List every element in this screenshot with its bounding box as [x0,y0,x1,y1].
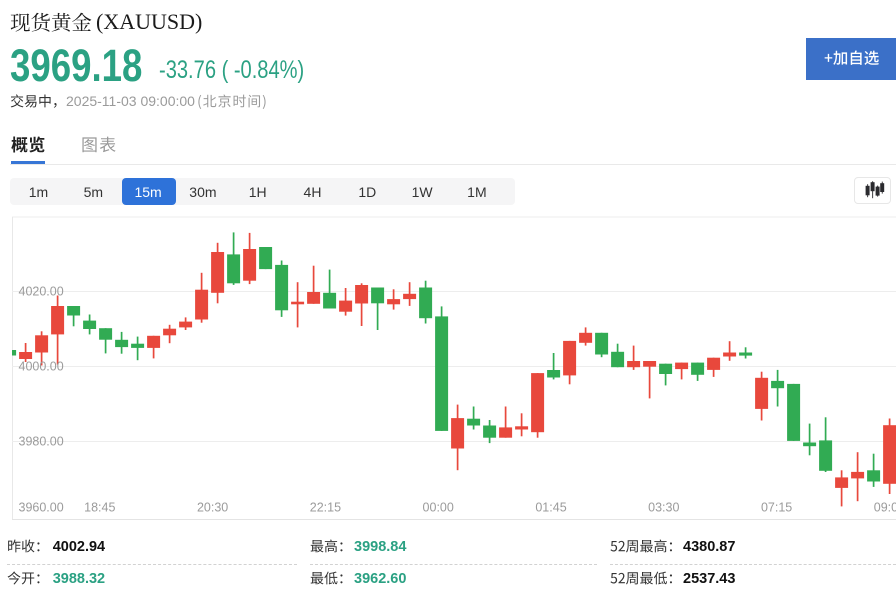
svg-text:4020.00: 4020.00 [19,284,64,298]
svg-text:07:15: 07:15 [761,500,792,514]
svg-text:3960.00: 3960.00 [19,500,64,514]
svg-text:20:30: 20:30 [197,500,228,514]
svg-text:4000.00: 4000.00 [19,359,64,373]
svg-text:18:45: 18:45 [84,500,115,514]
svg-text:00:00: 00:00 [423,500,454,514]
svg-text:09:00: 09:00 [874,500,896,514]
svg-text:3980.00: 3980.00 [19,434,64,448]
svg-text:03:30: 03:30 [648,500,679,514]
svg-text:01:45: 01:45 [535,500,566,514]
svg-text:22:15: 22:15 [310,500,341,514]
